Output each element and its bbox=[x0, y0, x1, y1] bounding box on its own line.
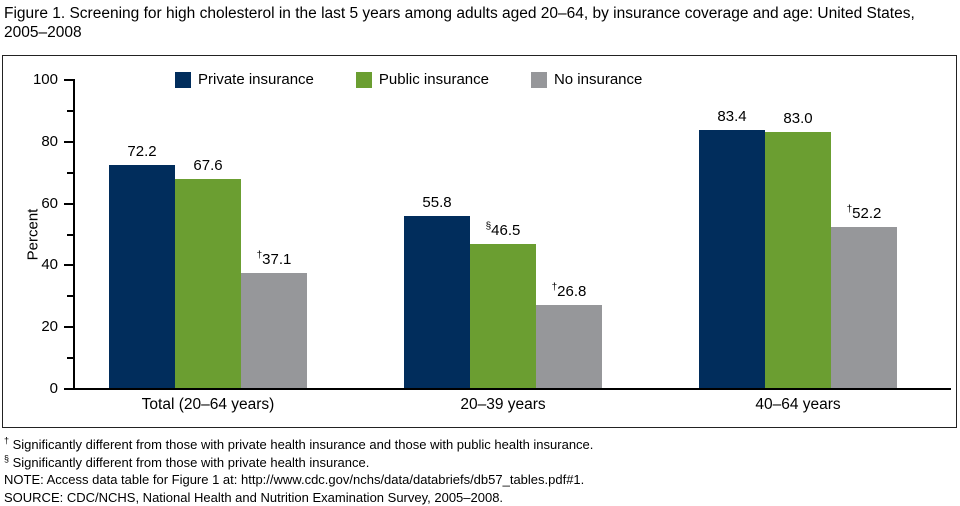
y-axis-line bbox=[73, 79, 75, 390]
y-tick-label: 40 bbox=[16, 257, 58, 272]
bar-value-label: 55.8 bbox=[397, 195, 477, 211]
bar bbox=[109, 165, 175, 388]
footnote-line-1: † Significantly different from those wit… bbox=[4, 436, 954, 454]
legend-swatch-icon bbox=[175, 72, 191, 88]
bar-value-label: †37.1 bbox=[234, 252, 314, 268]
bar bbox=[470, 244, 536, 388]
bar bbox=[536, 305, 602, 388]
footnote-marker: † bbox=[4, 436, 9, 446]
bar bbox=[404, 216, 470, 388]
bar bbox=[831, 227, 897, 388]
y-minor-tick bbox=[67, 234, 73, 236]
y-minor-tick bbox=[67, 295, 73, 297]
legend-label: Public insurance bbox=[379, 71, 489, 88]
y-tick-label: 80 bbox=[16, 134, 58, 149]
y-minor-tick bbox=[67, 172, 73, 174]
y-major-tick bbox=[64, 264, 73, 266]
y-tick-label: 100 bbox=[16, 72, 58, 87]
y-tick-label: 60 bbox=[16, 196, 58, 211]
y-minor-tick bbox=[67, 110, 73, 112]
y-minor-tick bbox=[67, 357, 73, 359]
bar bbox=[699, 130, 765, 388]
legend-item-3: No insurance bbox=[531, 71, 642, 88]
y-major-tick bbox=[64, 141, 73, 143]
y-axis-title: Percent bbox=[25, 207, 42, 263]
legend-label: No insurance bbox=[554, 71, 642, 88]
legend: Private insurance Public insurance No insu… bbox=[175, 71, 642, 88]
legend-item-2: Public insurance bbox=[356, 71, 489, 88]
y-major-tick bbox=[64, 79, 73, 81]
footnote-marker: § bbox=[4, 453, 9, 463]
bar-value-label: 67.6 bbox=[168, 158, 248, 174]
y-tick-label: 20 bbox=[16, 319, 58, 334]
x-axis-line bbox=[73, 388, 951, 390]
bar bbox=[241, 273, 307, 388]
bar-value-label: 83.0 bbox=[758, 111, 838, 127]
legend-label: Private insurance bbox=[198, 71, 314, 88]
figure-title: Figure 1. Screening for high cholesterol… bbox=[4, 4, 954, 42]
footnote-marker: § bbox=[486, 221, 492, 232]
y-major-tick bbox=[64, 203, 73, 205]
y-major-tick bbox=[64, 326, 73, 328]
footnote-marker: † bbox=[847, 204, 853, 215]
legend-swatch-icon bbox=[531, 72, 547, 88]
footnote-line-2: § Significantly different from those wit… bbox=[4, 454, 954, 472]
bar-value-label: §46.5 bbox=[463, 223, 543, 239]
x-category-label: Total (20–64 years) bbox=[58, 396, 358, 414]
footnote-marker: † bbox=[257, 250, 263, 261]
footnote-marker: † bbox=[552, 282, 558, 293]
bar-value-label: †26.8 bbox=[529, 284, 609, 300]
footnote-line-4: SOURCE: CDC/NCHS, National Health and Nu… bbox=[4, 489, 954, 506]
bar-value-label: †52.2 bbox=[824, 206, 904, 222]
x-category-label: 20–39 years bbox=[353, 396, 653, 414]
footnote-line-3: NOTE: Access data table for Figure 1 at:… bbox=[4, 471, 954, 489]
footnotes: † Significantly different from those wit… bbox=[4, 436, 954, 506]
legend-item-1: Private insurance bbox=[175, 71, 314, 88]
y-major-tick bbox=[64, 388, 73, 390]
bar bbox=[175, 179, 241, 388]
legend-swatch-icon bbox=[356, 72, 372, 88]
y-tick-label: 0 bbox=[16, 381, 58, 396]
chart-area: Private insurance Public insurance No insu… bbox=[2, 55, 957, 428]
x-category-label: 40–64 years bbox=[648, 396, 948, 414]
bar bbox=[765, 132, 831, 388]
